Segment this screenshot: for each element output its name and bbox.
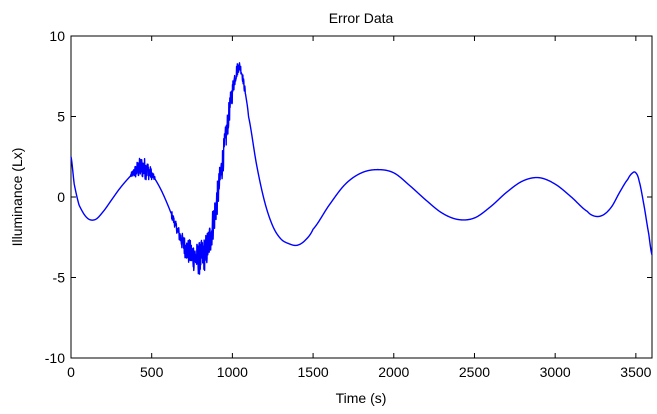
y-axis-label: Illuminance (Lx) bbox=[9, 148, 25, 247]
x-tick-labels-group: 0 500 1000 1500 2000 2500 3000 3500 bbox=[67, 364, 652, 380]
x-tick-label: 3500 bbox=[620, 364, 651, 380]
y-tick-label: 0 bbox=[57, 189, 65, 205]
chart-title: Error Data bbox=[329, 10, 394, 26]
y-tick-label: 5 bbox=[57, 109, 65, 125]
x-tick-label: 500 bbox=[140, 364, 164, 380]
x-axis-label: Time (s) bbox=[336, 390, 387, 406]
x-tick-label: 2500 bbox=[459, 364, 490, 380]
x-tick-label: 1500 bbox=[298, 364, 329, 380]
y-tick-label: -5 bbox=[53, 270, 66, 286]
y-tick-label: -10 bbox=[45, 350, 65, 366]
x-tick-label: 2000 bbox=[378, 364, 409, 380]
y-tick-labels-group: -10 -5 0 5 10 bbox=[45, 28, 65, 366]
y-tick-label: 10 bbox=[49, 28, 65, 44]
x-tick-label: 0 bbox=[67, 364, 75, 380]
plot-area bbox=[70, 35, 653, 359]
x-tick-label: 1000 bbox=[217, 364, 248, 380]
x-tick-label: 3000 bbox=[540, 364, 571, 380]
tick-marks-group bbox=[70, 35, 652, 359]
series-line bbox=[70, 62, 653, 275]
series-group bbox=[70, 62, 653, 275]
